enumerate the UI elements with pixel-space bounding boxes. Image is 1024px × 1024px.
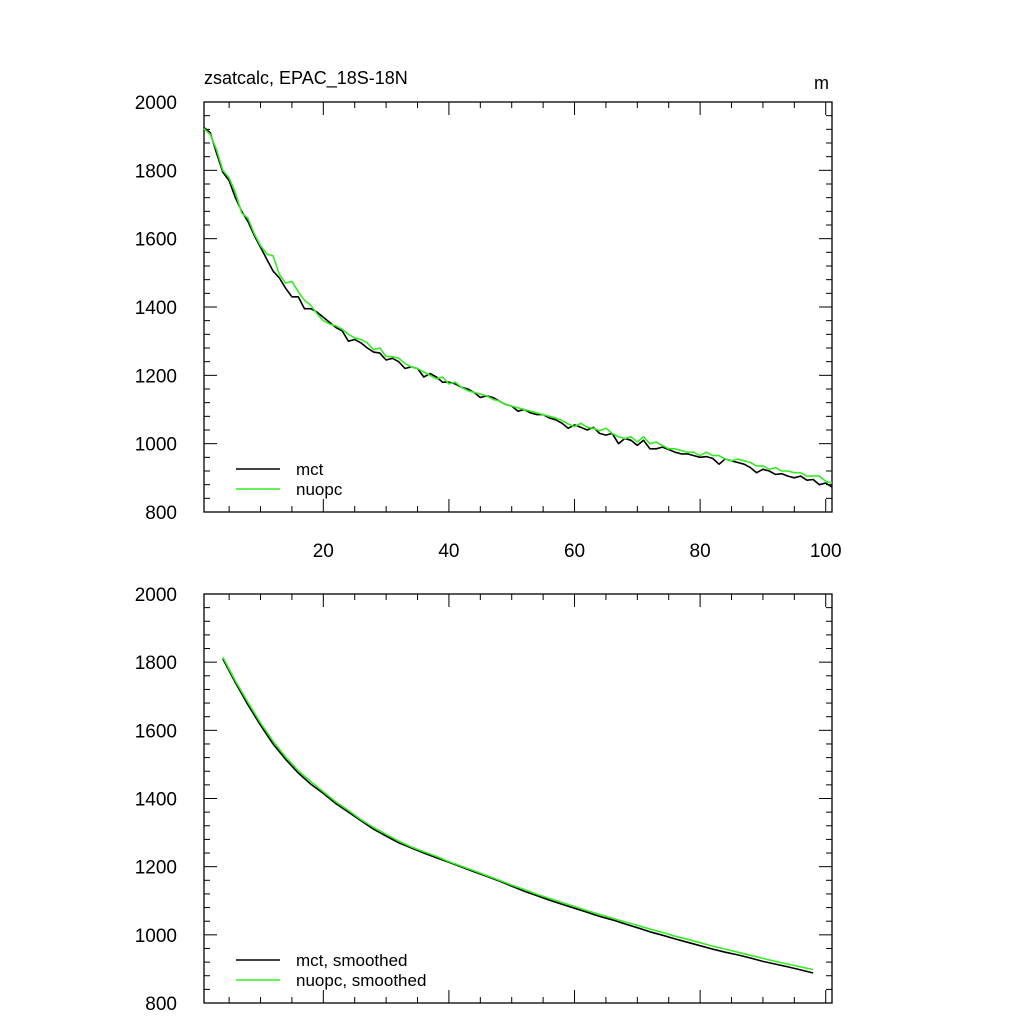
plot-frame: [203, 593, 833, 1004]
x-tick-label: 40: [438, 541, 459, 562]
y-tick-label: 1800: [135, 653, 177, 674]
x-tick-label: 60: [564, 541, 585, 562]
legend-label: nuopc, smoothed: [296, 971, 426, 990]
chart-panel-1: 800 1000 1200 1400 1600 1800 2000 20 40 60 80 100 zs…: [135, 68, 842, 562]
y-tick-label: 800: [145, 994, 177, 1015]
plot-frame: [203, 101, 833, 513]
x-tick-label: 20: [313, 541, 334, 562]
legend-label: mct: [296, 460, 324, 479]
y-tick-label: 1000: [135, 926, 177, 947]
y-tick-label: 1800: [135, 161, 177, 182]
units-label: m: [814, 73, 829, 93]
y-tick-label: 1600: [135, 230, 177, 251]
legend-label: mct, smoothed: [296, 951, 408, 970]
chart-panel-2: 800 1000 1200 1400 1600 1800 2000 mct, smoothed…: [135, 585, 833, 1015]
x-tick-label: 100: [810, 541, 842, 562]
y-tick-label: 1600: [135, 721, 177, 742]
x-tick-label: 80: [690, 541, 711, 562]
legend-label: nuopc: [296, 480, 343, 499]
y-tick-label: 800: [145, 503, 177, 524]
series-line-nuopc: [203, 128, 833, 484]
y-tick-label: 1400: [135, 790, 177, 811]
y-tick-label: 1400: [135, 298, 177, 319]
series-line-nuopc-smoothed: [222, 656, 814, 971]
series-line-mct: [203, 126, 833, 488]
y-tick-label: 1200: [135, 366, 177, 387]
y-tick-label: 2000: [135, 585, 177, 606]
series-line-mct-smoothed: [222, 658, 814, 974]
y-tick-label: 1200: [135, 858, 177, 879]
y-tick-label: 1000: [135, 435, 177, 456]
y-tick-label: 2000: [135, 93, 177, 114]
chart-title: zsatcalc, EPAC_18S-18N: [204, 68, 408, 89]
